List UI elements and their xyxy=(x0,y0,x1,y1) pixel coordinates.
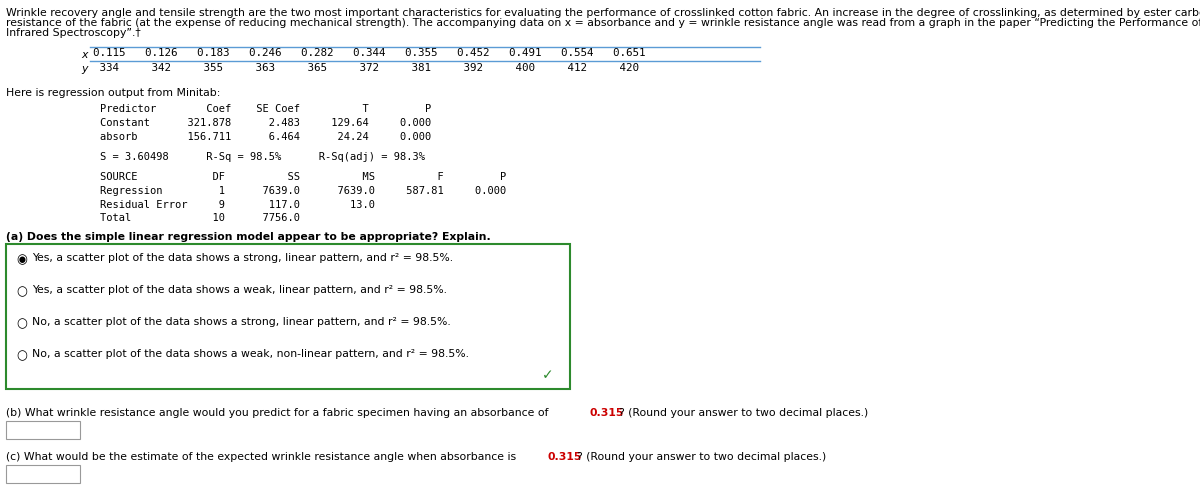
Text: y: y xyxy=(82,64,88,74)
Bar xyxy=(6,465,80,483)
Text: (a) Does the simple linear regression model appear to be appropriate? Explain.: (a) Does the simple linear regression mo… xyxy=(6,231,491,242)
Text: ? (Round your answer to two decimal places.): ? (Round your answer to two decimal plac… xyxy=(619,407,868,417)
Text: No, a scatter plot of the data shows a weak, non-linear pattern, and r² = 98.5%.: No, a scatter plot of the data shows a w… xyxy=(32,348,469,358)
Text: ? (Round your answer to two decimal places.): ? (Round your answer to two decimal plac… xyxy=(577,451,827,461)
Text: Yes, a scatter plot of the data shows a weak, linear pattern, and r² = 98.5%.: Yes, a scatter plot of the data shows a … xyxy=(32,285,446,294)
Text: S = 3.60498      R-Sq = 98.5%      R-Sq(adj) = 98.3%: S = 3.60498 R-Sq = 98.5% R-Sq(adj) = 98.… xyxy=(100,152,425,162)
Text: Yes, a scatter plot of the data shows a strong, linear pattern, and r² = 98.5%.: Yes, a scatter plot of the data shows a … xyxy=(32,252,454,263)
Bar xyxy=(6,244,570,389)
Text: Wrinkle recovery angle and tensile strength are the two most important character: Wrinkle recovery angle and tensile stren… xyxy=(6,8,1200,18)
Text: (b) What wrinkle resistance angle would you predict for a fabric specimen having: (b) What wrinkle resistance angle would … xyxy=(6,407,552,417)
Text: ○: ○ xyxy=(16,316,26,329)
Text: 0.115   0.126   0.183   0.246   0.282   0.344   0.355   0.452   0.491   0.554   : 0.115 0.126 0.183 0.246 0.282 0.344 0.35… xyxy=(94,48,646,58)
Text: 334     342     355     363     365     372     381     392     400     412     : 334 342 355 363 365 372 381 392 400 412 xyxy=(94,63,640,73)
Text: 0.315: 0.315 xyxy=(589,407,624,417)
Text: ✓: ✓ xyxy=(542,367,554,381)
Text: (c) What would be the estimate of the expected wrinkle resistance angle when abs: (c) What would be the estimate of the ex… xyxy=(6,451,520,461)
Text: ○: ○ xyxy=(16,348,26,361)
Text: absorb        156.711      6.464      24.24     0.000: absorb 156.711 6.464 24.24 0.000 xyxy=(100,132,431,142)
Text: Residual Error     9       117.0        13.0: Residual Error 9 117.0 13.0 xyxy=(100,200,374,209)
Text: SOURCE            DF          SS          MS          F         P: SOURCE DF SS MS F P xyxy=(100,172,506,182)
Text: ○: ○ xyxy=(16,285,26,297)
Text: No, a scatter plot of the data shows a strong, linear pattern, and r² = 98.5%.: No, a scatter plot of the data shows a s… xyxy=(32,316,451,326)
Text: Here is regression output from Minitab:: Here is regression output from Minitab: xyxy=(6,88,221,98)
Text: resistance of the fabric (at the expense of reducing mechanical strength). The a: resistance of the fabric (at the expense… xyxy=(6,18,1200,28)
Text: Total             10      7756.0: Total 10 7756.0 xyxy=(100,213,300,223)
Bar xyxy=(6,421,80,439)
Text: Infrared Spectroscopy”.†: Infrared Spectroscopy”.† xyxy=(6,28,140,38)
Text: ◉: ◉ xyxy=(16,252,26,265)
Text: 0.315: 0.315 xyxy=(547,451,582,461)
Text: Regression         1      7639.0      7639.0     587.81     0.000: Regression 1 7639.0 7639.0 587.81 0.000 xyxy=(100,185,506,196)
Text: x: x xyxy=(82,50,88,60)
Text: Constant      321.878      2.483     129.64     0.000: Constant 321.878 2.483 129.64 0.000 xyxy=(100,118,431,128)
Text: Predictor        Coef    SE Coef          T         P: Predictor Coef SE Coef T P xyxy=(100,104,431,114)
